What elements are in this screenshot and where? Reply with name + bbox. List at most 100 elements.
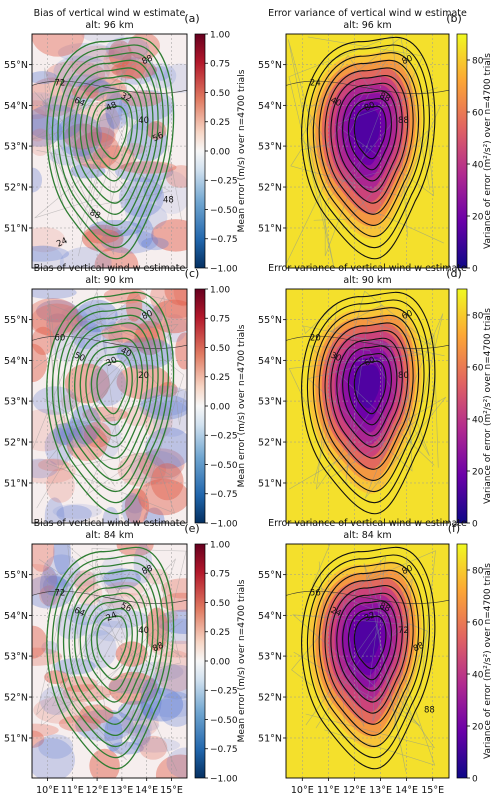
y-tick-label: 54°N (4, 356, 28, 367)
y-tick-label: 54°N (258, 611, 282, 622)
y-tick-label: 53°N (4, 652, 28, 663)
colorbar (456, 33, 468, 269)
heatmap-cell (32, 625, 48, 659)
heatmap-cell (32, 326, 55, 356)
contour-line (342, 90, 398, 182)
heatmap-cell (116, 544, 154, 557)
contour-line (342, 600, 398, 692)
heatmap-cell (157, 618, 187, 645)
border-line (313, 87, 438, 221)
heatmap-cell (32, 289, 77, 299)
border-line (305, 664, 435, 748)
heatmap-cell (45, 468, 75, 503)
colorbar-tick-label: 40 (472, 160, 484, 170)
y-tick-label: 55°N (258, 315, 282, 326)
contour-line (330, 330, 409, 459)
y-tick-label: 55°N (258, 60, 282, 71)
heatmap-cell (32, 343, 48, 383)
contour-line (96, 105, 128, 160)
contour-line (318, 314, 420, 481)
coastline (286, 335, 449, 349)
coastline (286, 80, 449, 94)
contour-line (330, 585, 409, 714)
contour-label: 30 (329, 351, 343, 365)
y-tick-label: 53°N (4, 397, 28, 408)
heatmap-cell (32, 730, 45, 748)
heatmap-cell (88, 220, 142, 237)
y-tick-label: 54°N (258, 101, 282, 112)
panel-d: 60 20 30 60 80 55°N 54°N 53°N 52°N 51°N Error vari… (258, 263, 493, 529)
contour-line (68, 577, 154, 725)
contour-line (90, 352, 133, 426)
contour-line (96, 360, 128, 415)
contour-label: 24 (105, 610, 119, 624)
heatmap-cell (60, 427, 83, 441)
x-tick-label: 12°E (343, 785, 366, 796)
heatmap-cell (46, 313, 70, 335)
heatmap-cell (32, 564, 58, 595)
contour-label: 64 (72, 96, 86, 110)
colorbar-tick-label: 0.00 (210, 147, 230, 157)
panel-title: Bias of vertical wind w estimate (34, 263, 186, 274)
y-tick-label: 51°N (258, 478, 282, 489)
contour-label: 40 (138, 626, 149, 636)
contour-label: 88 (151, 641, 165, 655)
contour-label: 80 (140, 308, 154, 322)
contour-line (330, 75, 409, 204)
contour-label: 56 (151, 131, 165, 145)
heatmap-cell (75, 709, 134, 742)
contour-label: 32 (363, 610, 377, 624)
colorbar-tick-label: 60 (472, 363, 484, 373)
axes-frame (31, 543, 188, 779)
border-line (32, 49, 150, 205)
colorbar (194, 543, 206, 779)
colorbar-tick-label: 0.25 (210, 628, 230, 638)
contour-line (348, 352, 392, 426)
contour-line (57, 562, 164, 748)
heatmap-background (32, 289, 187, 523)
heatmap-cell (36, 299, 78, 323)
heatmap-cell (173, 289, 187, 307)
colorbar-label: Mean error (m/s) over n=4700 trials (237, 324, 247, 487)
heatmap-cell (59, 246, 112, 268)
panel-subtitle: alt: 84 km (343, 530, 391, 541)
border-line (288, 304, 424, 455)
panel-label: (e) (184, 522, 199, 535)
heatmap-cell (150, 463, 184, 501)
contour-line (79, 592, 144, 703)
border-line (34, 52, 183, 221)
panel-subtitle: alt: 90 km (85, 275, 133, 286)
border-line (32, 303, 179, 448)
panel-title: Bias of vertical wind w estimate (34, 8, 186, 19)
heatmap-cell (32, 386, 78, 415)
border-line (38, 559, 182, 680)
contour-label: 40 (329, 96, 343, 110)
heatmap-cell (143, 507, 165, 523)
panel-subtitle: alt: 84 km (85, 530, 133, 541)
border-line (54, 548, 187, 731)
contour-label: 88 (412, 641, 426, 655)
contour-label: 60 (54, 333, 65, 343)
y-tick-label: 53°N (258, 397, 282, 408)
contour-line (85, 345, 139, 437)
colorbar-tick-label: 1.00 (210, 285, 230, 295)
contour-label: 72 (398, 626, 409, 636)
heatmap-cell (37, 458, 70, 472)
colorbar-tick-label: 0.00 (210, 402, 230, 412)
y-tick-label: 53°N (258, 652, 282, 663)
contour-label: 50 (72, 351, 86, 365)
heatmap-cell (117, 452, 167, 487)
x-tick-label: 15°E (160, 785, 183, 796)
heatmap-cell (115, 57, 157, 85)
panel-title: Error variance of vertical wind w estima… (268, 263, 467, 274)
heatmap-cell (32, 167, 43, 193)
contour-label: 72 (54, 588, 65, 598)
heatmap-cell (97, 112, 115, 150)
colorbar-tick-label: 0.00 (210, 657, 230, 667)
heatmap-cell (62, 684, 112, 702)
heatmap-cell (121, 708, 159, 738)
y-tick-label: 51°N (4, 733, 28, 744)
heatmap-cell (164, 289, 187, 306)
heatmap-cell (61, 74, 110, 103)
contour-line (336, 82, 403, 193)
